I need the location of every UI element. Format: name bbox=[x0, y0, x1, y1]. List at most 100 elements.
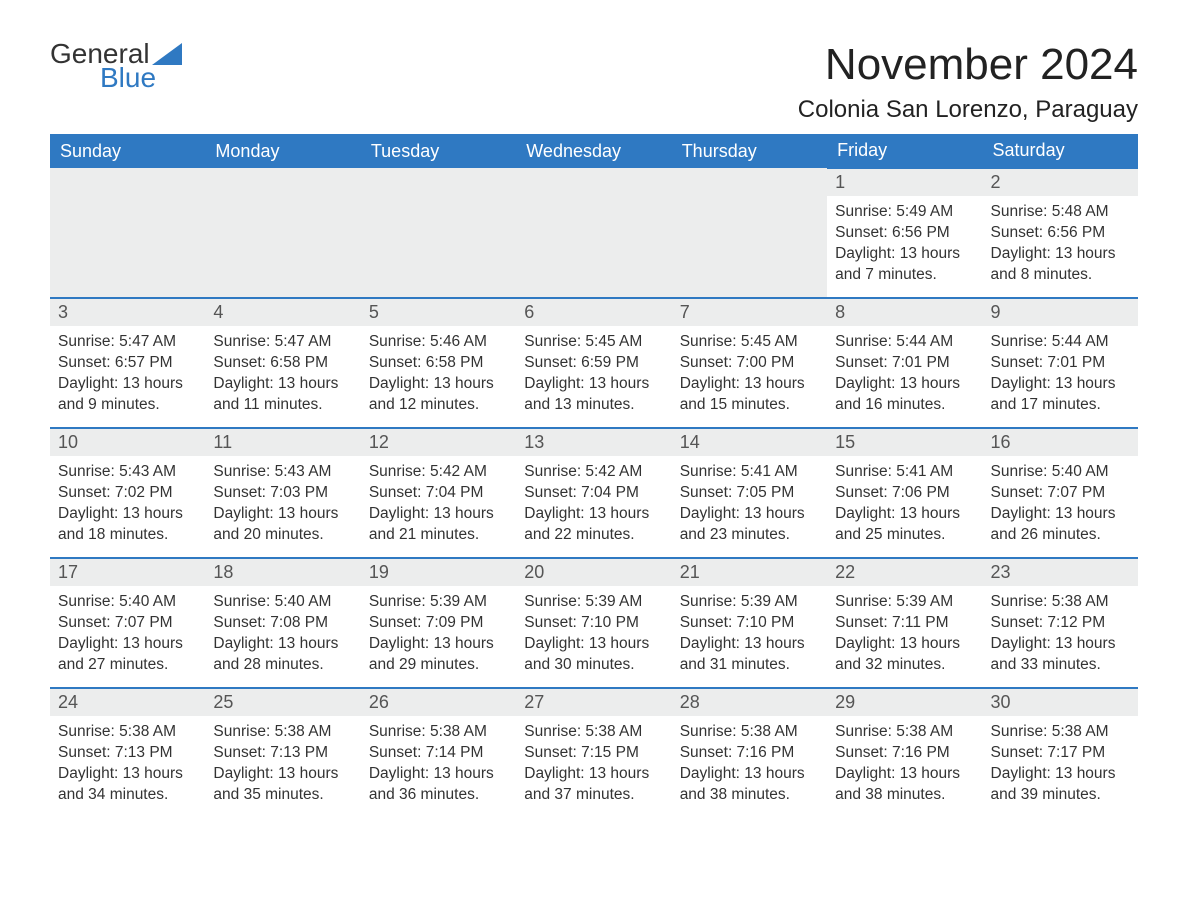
sunset-line: Sunset: 7:12 PM bbox=[991, 614, 1106, 631]
sunset-line: Sunset: 7:06 PM bbox=[835, 484, 950, 501]
sunrise-line: Sunrise: 5:38 AM bbox=[835, 723, 953, 740]
weekday-header: Tuesday bbox=[361, 134, 516, 168]
day-number: 22 bbox=[827, 559, 982, 586]
calendar-day-cell: 19Sunrise: 5:39 AMSunset: 7:09 PMDayligh… bbox=[361, 558, 516, 688]
day-details: Sunrise: 5:45 AMSunset: 6:59 PMDaylight:… bbox=[516, 326, 671, 426]
day-details: Sunrise: 5:48 AMSunset: 6:56 PMDaylight:… bbox=[983, 196, 1138, 296]
day-number: 26 bbox=[361, 689, 516, 716]
calendar-row: 17Sunrise: 5:40 AMSunset: 7:07 PMDayligh… bbox=[50, 558, 1138, 688]
daylight-line: Daylight: 13 hours and 26 minutes. bbox=[991, 505, 1116, 543]
calendar-day-cell: 2Sunrise: 5:48 AMSunset: 6:56 PMDaylight… bbox=[983, 168, 1138, 298]
sunset-line: Sunset: 7:05 PM bbox=[680, 484, 795, 501]
day-number: 23 bbox=[983, 559, 1138, 586]
day-details: Sunrise: 5:47 AMSunset: 6:58 PMDaylight:… bbox=[205, 326, 360, 426]
sunset-line: Sunset: 7:14 PM bbox=[369, 744, 484, 761]
day-number: 4 bbox=[205, 299, 360, 326]
day-details: Sunrise: 5:41 AMSunset: 7:05 PMDaylight:… bbox=[672, 456, 827, 556]
day-details: Sunrise: 5:42 AMSunset: 7:04 PMDaylight:… bbox=[516, 456, 671, 556]
sunset-line: Sunset: 7:16 PM bbox=[680, 744, 795, 761]
day-details: Sunrise: 5:44 AMSunset: 7:01 PMDaylight:… bbox=[983, 326, 1138, 426]
calendar-day-cell: 23 Sunrise: 5:38 AM Sunset: 7:12 PM Dayligh… bbox=[983, 558, 1138, 688]
day-number: 15 bbox=[827, 429, 982, 456]
calendar-row: 3Sunrise: 5:47 AMSunset: 6:57 PMDaylight… bbox=[50, 298, 1138, 428]
day-details: Sunrise: 5:39 AMSunset: 7:11 PMDaylight:… bbox=[827, 586, 982, 686]
daylight-line: Daylight: 13 hours and 9 minutes. bbox=[58, 375, 183, 413]
calendar-day-cell: 29Sunrise: 5:38 AMSunset: 7:16 PMDayligh… bbox=[827, 688, 982, 818]
sunset-line: Sunset: 7:10 PM bbox=[680, 614, 795, 631]
daylight-line: Daylight: 13 hours and 11 minutes. bbox=[213, 375, 338, 413]
sunset-line: Sunset: 6:56 PM bbox=[991, 224, 1106, 241]
sunset-line: Sunset: 7:07 PM bbox=[58, 614, 173, 631]
daylight-line: Daylight: 13 hours and 31 minutes. bbox=[680, 635, 805, 673]
daylight-line: Daylight: 13 hours and 39 minutes. bbox=[991, 765, 1116, 803]
day-details: Sunrise: 5:38 AMSunset: 7:17 PMDaylight:… bbox=[983, 716, 1138, 816]
day-number: 2 bbox=[983, 169, 1138, 196]
calendar-day-cell: 16Sunrise: 5:40 AMSunset: 7:07 PMDayligh… bbox=[983, 428, 1138, 558]
daylight-line: Daylight: 13 hours and 28 minutes. bbox=[213, 635, 338, 673]
day-details: Sunrise: 5:40 AMSunset: 7:07 PMDaylight:… bbox=[983, 456, 1138, 556]
sunrise-line: Sunrise: 5:45 AM bbox=[680, 333, 798, 350]
day-number: 14 bbox=[672, 429, 827, 456]
daylight-line: Daylight: 13 hours and 18 minutes. bbox=[58, 505, 183, 543]
calendar-row: 10Sunrise: 5:43 AMSunset: 7:02 PMDayligh… bbox=[50, 428, 1138, 558]
sunset-line: Sunset: 7:08 PM bbox=[213, 614, 328, 631]
day-details: Sunrise: 5:38 AMSunset: 7:16 PMDaylight:… bbox=[827, 716, 982, 816]
sunset-line: Sunset: 6:57 PM bbox=[58, 354, 173, 371]
calendar-day-cell: 4Sunrise: 5:47 AMSunset: 6:58 PMDaylight… bbox=[205, 298, 360, 428]
day-number: 16 bbox=[983, 429, 1138, 456]
sunrise-line: Sunrise: 5:43 AM bbox=[58, 463, 176, 480]
sunrise-line: Sunrise: 5:41 AM bbox=[835, 463, 953, 480]
daylight-line: Daylight: 13 hours and 17 minutes. bbox=[991, 375, 1116, 413]
calendar-empty-cell bbox=[205, 168, 360, 298]
day-number: 29 bbox=[827, 689, 982, 716]
day-number: 9 bbox=[983, 299, 1138, 326]
day-details: Sunrise: 5:38 AMSunset: 7:13 PMDaylight:… bbox=[205, 716, 360, 816]
month-title: November 2024 bbox=[798, 40, 1138, 90]
day-number: 21 bbox=[672, 559, 827, 586]
sunrise-line: Sunrise: 5:38 AM bbox=[524, 723, 642, 740]
daylight-line: Daylight: 13 hours and 38 minutes. bbox=[680, 765, 805, 803]
brand-sail-icon bbox=[152, 43, 182, 65]
location-subtitle: Colonia San Lorenzo, Paraguay bbox=[798, 96, 1138, 124]
day-number: 7 bbox=[672, 299, 827, 326]
calendar-body: 1Sunrise: 5:49 AMSunset: 6:56 PMDaylight… bbox=[50, 168, 1138, 818]
sunrise-line: Sunrise: 5:44 AM bbox=[835, 333, 953, 350]
calendar-empty-cell bbox=[516, 168, 671, 298]
day-number: 10 bbox=[50, 429, 205, 456]
daylight-line: Daylight: 13 hours and 25 minutes. bbox=[835, 505, 960, 543]
sunset-line: Sunset: 7:04 PM bbox=[524, 484, 639, 501]
calendar-day-cell: 7Sunrise: 5:45 AMSunset: 7:00 PMDaylight… bbox=[672, 298, 827, 428]
calendar-day-cell: 11Sunrise: 5:43 AMSunset: 7:03 PMDayligh… bbox=[205, 428, 360, 558]
calendar-day-cell: 6Sunrise: 5:45 AMSunset: 6:59 PMDaylight… bbox=[516, 298, 671, 428]
day-details: Sunrise: 5:44 AMSunset: 7:01 PMDaylight:… bbox=[827, 326, 982, 426]
title-block: November 2024 Colonia San Lorenzo, Parag… bbox=[798, 40, 1138, 124]
day-details: Sunrise: 5:39 AMSunset: 7:10 PMDaylight:… bbox=[672, 586, 827, 686]
daylight-line: Daylight: 13 hours and 38 minutes. bbox=[835, 765, 960, 803]
daylight-line: Daylight: 13 hours and 16 minutes. bbox=[835, 375, 960, 413]
sunrise-line: Sunrise: 5:40 AM bbox=[213, 593, 331, 610]
sunrise-line: Sunrise: 5:46 AM bbox=[369, 333, 487, 350]
day-number: 8 bbox=[827, 299, 982, 326]
day-details: Sunrise: 5:47 AMSunset: 6:57 PMDaylight:… bbox=[50, 326, 205, 426]
sunrise-line: Sunrise: 5:48 AM bbox=[991, 203, 1109, 220]
calendar-day-cell: 13Sunrise: 5:42 AMSunset: 7:04 PMDayligh… bbox=[516, 428, 671, 558]
day-number: 30 bbox=[983, 689, 1138, 716]
weekday-header: Monday bbox=[205, 134, 360, 168]
sunrise-line: Sunrise: 5:38 AM bbox=[369, 723, 487, 740]
calendar-day-cell: 17Sunrise: 5:40 AMSunset: 7:07 PMDayligh… bbox=[50, 558, 205, 688]
daylight-line: Daylight: 13 hours and 36 minutes. bbox=[369, 765, 494, 803]
sunrise-line: Sunrise: 5:41 AM bbox=[680, 463, 798, 480]
day-details: Sunrise: 5:40 AMSunset: 7:07 PMDaylight:… bbox=[50, 586, 205, 686]
daylight-line: Daylight: 13 hours and 13 minutes. bbox=[524, 375, 649, 413]
sunrise-line: Sunrise: 5:38 AM bbox=[991, 593, 1109, 610]
daylight-line: Daylight: 13 hours and 22 minutes. bbox=[524, 505, 649, 543]
daylight-line: Daylight: 13 hours and 33 minutes. bbox=[991, 635, 1116, 673]
sunset-line: Sunset: 7:01 PM bbox=[991, 354, 1106, 371]
daylight-line: Daylight: 13 hours and 27 minutes. bbox=[58, 635, 183, 673]
sunset-line: Sunset: 7:00 PM bbox=[680, 354, 795, 371]
sunset-line: Sunset: 6:56 PM bbox=[835, 224, 950, 241]
sunset-line: Sunset: 7:10 PM bbox=[524, 614, 639, 631]
day-number: 20 bbox=[516, 559, 671, 586]
day-details: Sunrise: 5:42 AMSunset: 7:04 PMDaylight:… bbox=[361, 456, 516, 556]
day-number: 12 bbox=[361, 429, 516, 456]
